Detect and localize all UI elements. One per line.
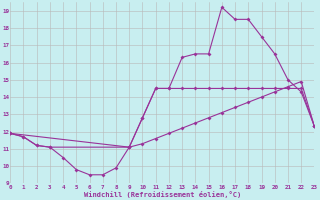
X-axis label: Windchill (Refroidissement éolien,°C): Windchill (Refroidissement éolien,°C)	[84, 191, 241, 198]
